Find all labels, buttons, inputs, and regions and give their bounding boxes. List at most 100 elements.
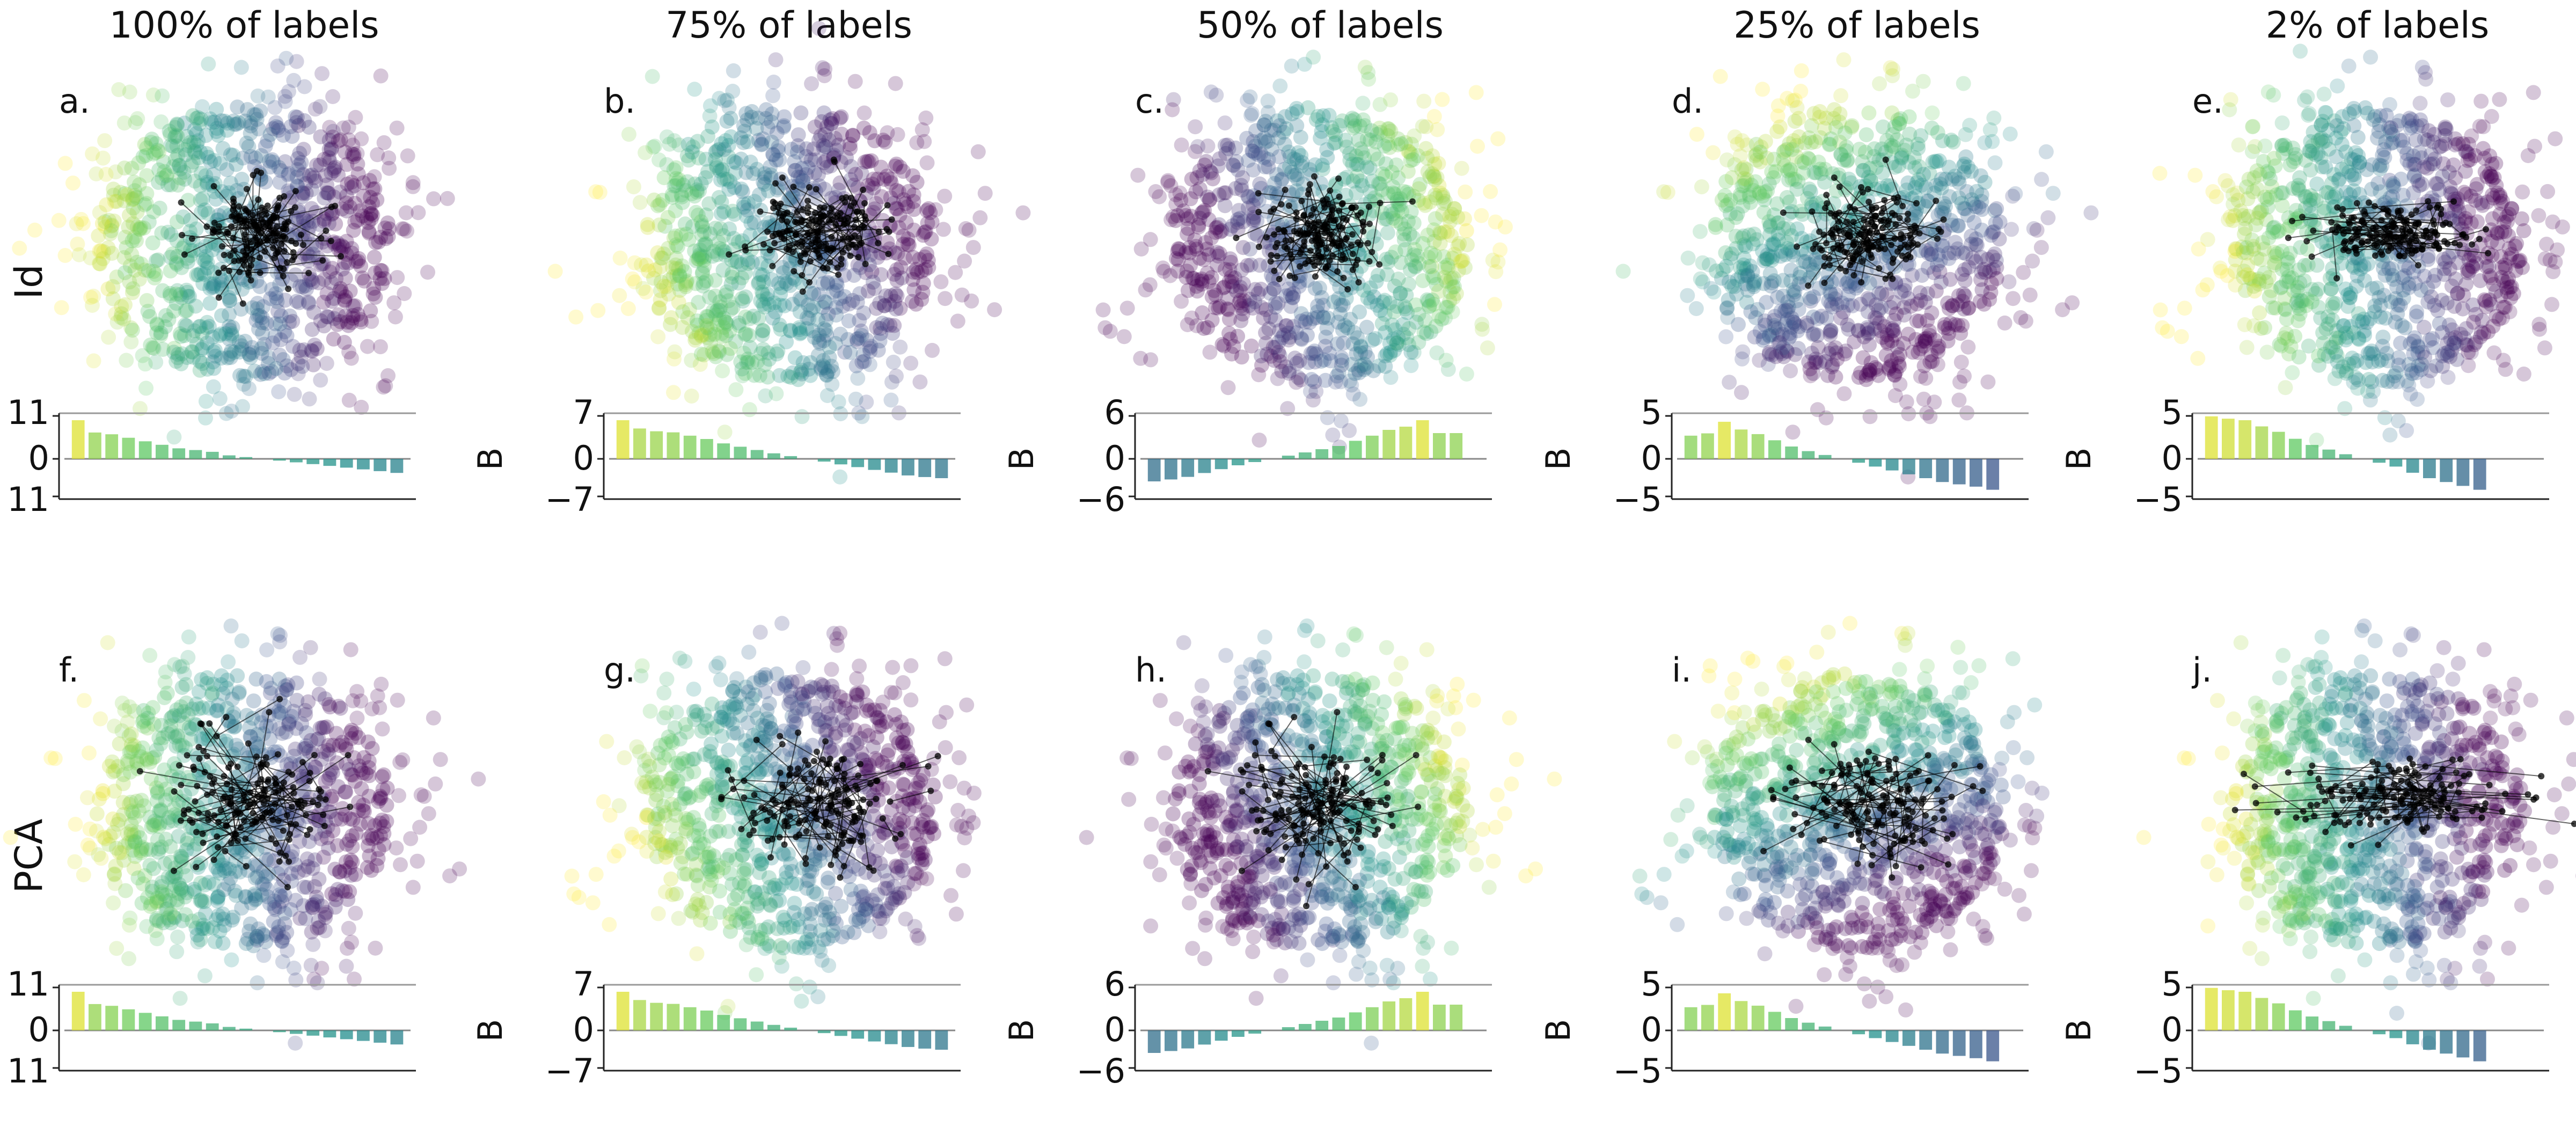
scatter-point: [626, 179, 641, 195]
scatter-point: [120, 187, 135, 202]
cluster-link: [275, 240, 331, 241]
scatter-point: [138, 148, 154, 163]
scatter-point: [1732, 148, 1748, 164]
scatter-point: [687, 332, 703, 348]
scatter-point: [188, 221, 204, 237]
scatter-point: [193, 192, 208, 208]
scatter-point: [289, 109, 305, 125]
scatter-point: [291, 295, 307, 310]
scatter-point: [332, 238, 347, 254]
scatter-point: [1372, 176, 1388, 192]
scatter-point: [1487, 297, 1502, 312]
scatter-point: [1438, 299, 1454, 315]
scatter-point: [343, 350, 359, 366]
scatter-point: [1879, 133, 1894, 148]
scatter-point: [1734, 385, 1749, 400]
scatter-point: [306, 170, 322, 186]
scatter-point: [1426, 109, 1442, 124]
scatter-point: [199, 320, 215, 335]
scatter-point: [339, 195, 354, 211]
scatter-point: [345, 137, 361, 153]
cluster-point: [1282, 186, 1289, 193]
scatter-point: [169, 116, 185, 132]
column-title: 100% of labels: [109, 4, 379, 47]
scatter-point: [1470, 138, 1485, 154]
scatter-point: [260, 89, 276, 105]
scatter-point: [1289, 355, 1305, 371]
scatter-point: [209, 124, 224, 140]
scatter-point: [888, 76, 903, 91]
cluster-point: [1274, 240, 1280, 247]
scatter-point: [268, 316, 283, 332]
scatter-point: [1360, 349, 1375, 365]
scatter-point: [373, 262, 389, 278]
scatter-point: [1862, 363, 1878, 378]
scatter-point: [1706, 284, 1722, 300]
scatter-point: [205, 330, 221, 345]
scatter-point: [854, 354, 870, 370]
scatter-point: [873, 159, 889, 175]
scatter-point: [125, 233, 140, 248]
bar: [1802, 451, 1815, 459]
scatter-point: [1986, 110, 2002, 126]
scatter-point: [163, 138, 179, 153]
scatter-point: [987, 302, 1002, 318]
scatter-point: [374, 263, 390, 279]
scatter-point: [306, 357, 321, 372]
bar: [767, 453, 780, 459]
scatter-point: [354, 314, 369, 330]
cluster-point: [1847, 262, 1854, 268]
cluster-point: [1882, 246, 1888, 252]
scatter-point: [821, 364, 836, 379]
scatter-point: [1706, 145, 1721, 160]
scatter-point: [1168, 196, 1184, 212]
scatter-point: [818, 313, 834, 328]
cluster-point: [1360, 228, 1367, 235]
cluster-point: [242, 224, 249, 231]
scatter-point: [146, 204, 162, 219]
cluster-point: [179, 232, 185, 238]
scatter-point: [1230, 212, 1246, 228]
scatter-point: [1217, 115, 1233, 131]
scatter-point: [241, 381, 257, 397]
scatter-point: [268, 119, 284, 134]
scatter-point: [1492, 242, 1508, 258]
scatter-point: [187, 143, 202, 159]
scatter-point: [1735, 133, 1750, 149]
scatter-point: [96, 150, 111, 166]
scatter-point: [165, 246, 180, 262]
scatter-point: [771, 140, 786, 155]
scatter-point: [704, 119, 720, 135]
scatter-point: [127, 230, 142, 245]
scatter-point: [214, 184, 230, 200]
scatter-point: [295, 189, 310, 204]
scatter-point: [240, 102, 255, 118]
scatter-point: [364, 313, 379, 329]
scatter-point: [304, 167, 320, 183]
scatter-point: [298, 186, 314, 201]
scatter-point: [260, 356, 276, 371]
scatter-point: [302, 168, 317, 184]
bar: [1248, 459, 1262, 462]
bar: [1869, 459, 1882, 467]
cluster-point: [1268, 252, 1275, 259]
scatter-point: [285, 313, 301, 329]
scatter-point: [884, 375, 899, 390]
scatter-point: [153, 114, 169, 130]
scatter-point: [883, 288, 898, 304]
scatter-point: [2177, 301, 2192, 316]
scatter-point: [1294, 332, 1309, 347]
scatter-point: [139, 293, 155, 308]
scatter-point: [1909, 175, 1924, 191]
scatter-point: [2040, 210, 2056, 225]
scatter-point: [185, 154, 201, 170]
scatter-point: [1924, 105, 1940, 121]
scatter-point: [816, 105, 832, 121]
scatter-point: [1216, 338, 1232, 354]
panel-letter: c.: [1135, 82, 1164, 121]
scatter-point: [1345, 386, 1361, 402]
cluster-point: [285, 286, 292, 292]
scatter-point: [1735, 344, 1751, 360]
bar: [1936, 459, 1949, 482]
scatter-point: [128, 115, 143, 130]
